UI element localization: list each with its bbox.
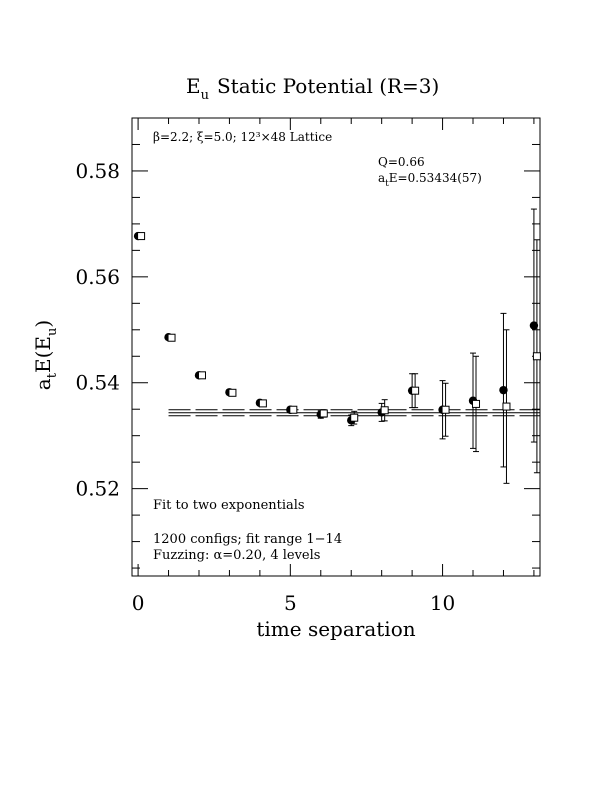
data-point-square: [411, 386, 420, 395]
ylabel-close: ): [31, 320, 55, 328]
y-tick-label: 0.58: [75, 159, 120, 183]
energy-a: a: [378, 171, 385, 185]
data-point-square: [441, 405, 450, 414]
fuzzing-annotation: Fuzzing: α=0.20, 4 levels: [153, 548, 320, 563]
title-main: E: [186, 74, 201, 98]
ylabel-E: E(E: [31, 336, 55, 373]
data-point-square: [502, 402, 511, 411]
data-points: [133, 208, 541, 484]
data-point-square: [258, 399, 267, 408]
data-point-circle: [499, 385, 508, 395]
energy-rest: E=0.53434(57): [389, 171, 482, 185]
y-tick-label: 0.52: [75, 477, 120, 501]
data-point-square: [167, 333, 176, 342]
energy-t: t: [385, 179, 389, 189]
x-tick-label: 5: [284, 591, 297, 615]
y-tick-label: 0.54: [75, 371, 120, 395]
chart-title: Eu Static Potential (R=3): [186, 74, 439, 103]
plot-frame: [131, 117, 541, 577]
q-value-annotation: Q=0.66: [378, 155, 425, 169]
data-point-square: [472, 399, 481, 408]
y-axis-label: atE(Eu): [31, 320, 60, 390]
data-point-square: [137, 232, 146, 241]
data-point-square: [532, 352, 541, 361]
data-point-square: [289, 405, 298, 414]
ylabel-t: t: [45, 372, 60, 378]
ylabel-a: a: [31, 378, 55, 390]
title-sub: u: [201, 88, 209, 103]
lattice-annotation: β=2.2; ξ=5.0; 12³×48 Lattice: [153, 130, 332, 144]
ylabel-u: u: [45, 328, 60, 336]
x-axis-label: time separation: [256, 617, 415, 641]
y-tick-label: 0.56: [75, 265, 120, 289]
tick-labels: 0 5 10 0.52 0.54 0.56 0.58: [75, 159, 455, 615]
data-point-square: [350, 413, 359, 422]
title-rest: Static Potential (R=3): [217, 74, 439, 98]
x-tick-label: 10: [430, 591, 455, 615]
data-point-square: [319, 409, 328, 418]
x-tick-label: 0: [132, 591, 145, 615]
configs-annotation: 1200 configs; fit range 1−14: [153, 532, 342, 547]
fit-description: Fit to two exponentials: [153, 498, 305, 513]
data-point-square: [380, 406, 389, 415]
energy-annotation: atE=0.53434(57): [378, 171, 482, 189]
data-point-square: [197, 371, 206, 380]
data-point-square: [228, 388, 237, 397]
data-point-circle: [529, 321, 539, 330]
